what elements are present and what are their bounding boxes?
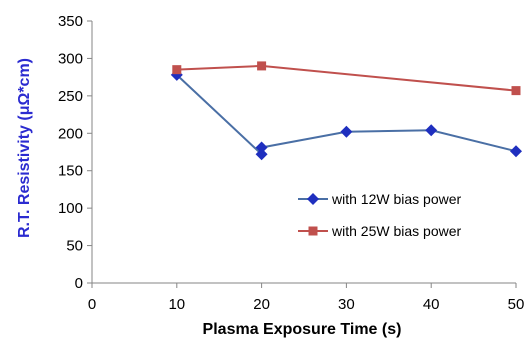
legend-label: with 12W bias power xyxy=(331,191,462,207)
series-1 xyxy=(170,68,522,161)
x-tick-label: 10 xyxy=(168,296,185,313)
series-layer xyxy=(170,61,522,161)
y-tick-label: 150 xyxy=(58,163,83,180)
y-tick-label: 250 xyxy=(58,88,83,105)
data-point xyxy=(340,125,353,138)
y-tick-labels: 0 50 100 150 200 250 300 350 xyxy=(58,13,83,292)
y-axis-title: R.T. Resistivity (μΩ*cm) xyxy=(16,58,33,238)
x-tick-label: 50 xyxy=(508,296,525,313)
legend-entry: with 12W bias power xyxy=(298,191,462,207)
data-point xyxy=(257,61,267,71)
x-tick-label: 40 xyxy=(423,296,440,313)
y-tick-label: 0 xyxy=(75,275,83,292)
x-tick-label: 20 xyxy=(253,296,270,313)
x-axis-title: Plasma Exposure Time (s) xyxy=(203,321,402,338)
x-tick-label: 30 xyxy=(338,296,355,313)
y-tick-label: 300 xyxy=(58,50,83,67)
legend-entry: with 25W bias power xyxy=(298,223,462,239)
series-line xyxy=(176,64,517,92)
y-tick-label: 350 xyxy=(58,13,83,30)
y-tick-label: 50 xyxy=(66,238,83,255)
series-2 xyxy=(172,61,521,96)
data-point xyxy=(255,141,268,154)
data-point xyxy=(510,145,522,158)
legend-marker xyxy=(308,226,318,236)
legend-label: with 25W bias power xyxy=(331,223,462,239)
data-point xyxy=(255,148,268,161)
y-tick-label: 100 xyxy=(58,200,83,217)
data-point xyxy=(425,124,438,137)
legend-marker xyxy=(307,193,319,205)
chart-axes xyxy=(87,20,517,288)
x-tick-label: 0 xyxy=(88,296,96,313)
data-point xyxy=(172,65,182,75)
data-point xyxy=(511,86,521,96)
y-tick-label: 200 xyxy=(58,125,83,142)
x-tick-labels: 0 10 20 30 40 50 xyxy=(88,296,525,313)
series-line xyxy=(176,74,517,157)
legend: with 12W bias power with 25W bias power xyxy=(298,191,462,239)
